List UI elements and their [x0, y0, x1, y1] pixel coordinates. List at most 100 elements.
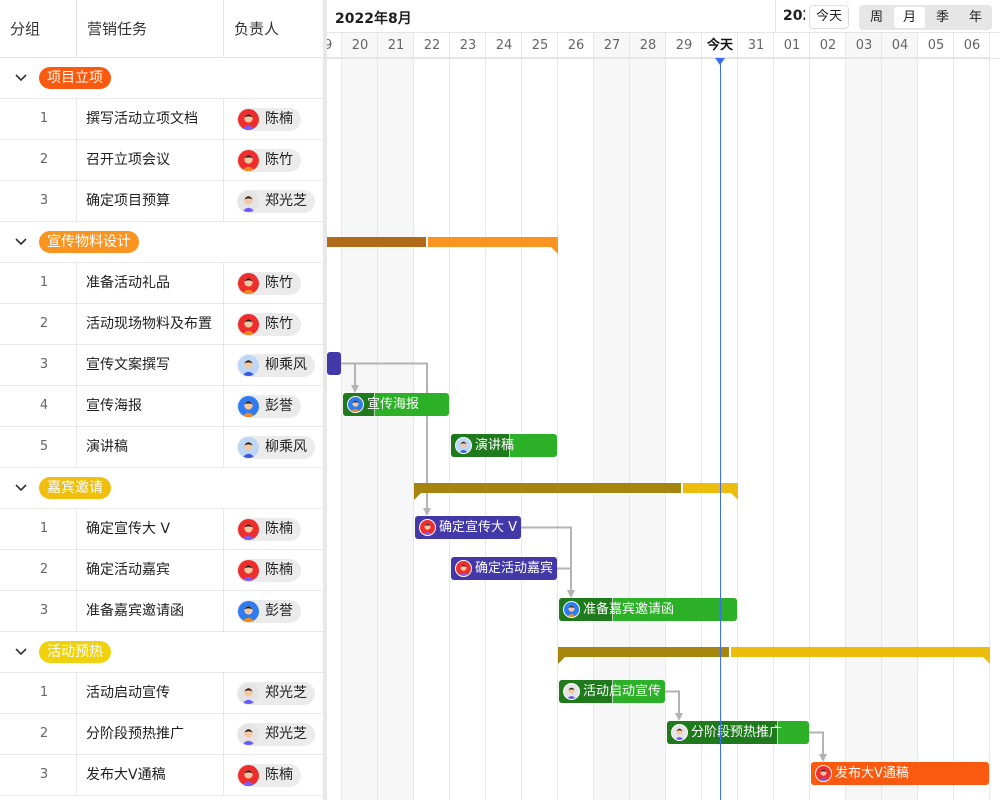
owner-chip[interactable]: 郑光芝 — [237, 682, 315, 705]
day-column — [522, 33, 558, 800]
today-line — [720, 58, 721, 800]
task-row[interactable]: 5 演讲稿 柳乘风 — [0, 427, 324, 468]
task-bar[interactable]: 分阶段预热推广 — [667, 721, 809, 744]
chevron-down-icon[interactable] — [14, 70, 28, 84]
task-name[interactable]: 活动现场物料及布置 — [77, 304, 224, 344]
task-name[interactable]: 确定活动嘉宾 — [77, 550, 224, 590]
task-row[interactable]: 1 准备活动礼品 陈竹 — [0, 263, 324, 304]
splitter-handle[interactable] — [323, 0, 327, 800]
day-label: 21 — [378, 33, 414, 58]
owner-chip[interactable]: 陈楠 — [237, 559, 301, 582]
avatar — [238, 150, 259, 171]
task-name[interactable]: 准备活动礼品 — [77, 263, 224, 303]
month-label: 2022年8月 — [335, 11, 412, 27]
task-row[interactable]: 2 分阶段预热推广 郑光芝 — [0, 714, 324, 755]
avatar — [455, 560, 472, 577]
arrowhead-icon — [351, 385, 359, 393]
task-name[interactable]: 确定项目预算 — [77, 181, 224, 221]
day-label: 03 — [846, 33, 882, 58]
owner-chip[interactable]: 郑光芝 — [237, 723, 315, 746]
group-summary-bar[interactable] — [558, 647, 990, 657]
task-name[interactable]: 召开立项会议 — [77, 140, 224, 180]
day-label: 02 — [810, 33, 846, 58]
group-row[interactable]: 活动预热 — [0, 632, 324, 673]
avatar — [238, 314, 259, 335]
summary-end-tick — [731, 493, 738, 500]
task-bar[interactable]: 确定活动嘉宾 — [451, 557, 557, 580]
task-number: 3 — [0, 591, 77, 631]
task-row[interactable]: 2 活动现场物料及布置 陈竹 — [0, 304, 324, 345]
task-bar[interactable]: 宣传海报 — [343, 393, 449, 416]
day-column — [630, 33, 666, 800]
task-row[interactable]: 2 确定活动嘉宾 陈楠 — [0, 550, 324, 591]
task-row[interactable]: 1 确定宣传大 V 陈楠 — [0, 509, 324, 550]
avatar — [347, 396, 364, 413]
owner-chip[interactable]: 陈竹 — [237, 272, 301, 295]
dependency-link — [557, 567, 572, 593]
group-row[interactable]: 嘉宾邀请 — [0, 468, 324, 509]
task-name[interactable]: 发布大V通稿 — [77, 755, 224, 795]
task-bar[interactable]: 演讲稿 — [451, 434, 557, 457]
dependency-link — [341, 362, 356, 388]
task-bar[interactable]: 发布大V通稿 — [811, 762, 989, 785]
task-row[interactable]: 1 活动启动宣传 郑光芝 — [0, 673, 324, 714]
owner-chip[interactable]: 郑光芝 — [237, 190, 315, 213]
owner-name: 郑光芝 — [265, 685, 307, 701]
today-button[interactable]: 今天 — [809, 5, 849, 29]
owner-chip[interactable]: 陈楠 — [237, 518, 301, 541]
view-月[interactable]: 月 — [894, 7, 925, 28]
task-name[interactable]: 确定宣传大 V — [77, 509, 224, 549]
task-name[interactable]: 宣传文案撰写 — [77, 345, 224, 385]
day-label: 24 — [486, 33, 522, 58]
timeline-header: 2022年8月 202 今天 周月季 年 — [327, 0, 1000, 33]
task-row[interactable]: 3 准备嘉宾邀请函 彭誉 — [0, 591, 324, 632]
arrowhead-icon — [675, 713, 683, 721]
owner-chip[interactable]: 陈竹 — [237, 313, 301, 336]
owner-chip[interactable]: 陈竹 — [237, 149, 301, 172]
task-row[interactable]: 3 发布大V通稿 陈楠 — [0, 755, 324, 796]
task-name[interactable]: 分阶段预热推广 — [77, 714, 224, 754]
task-bar[interactable]: 准备嘉宾邀请函 — [559, 598, 737, 621]
task-name[interactable]: 演讲稿 — [77, 427, 224, 467]
task-number: 3 — [0, 345, 77, 385]
owner-chip[interactable]: 彭誉 — [237, 600, 301, 623]
chevron-down-icon[interactable] — [14, 480, 28, 494]
owner-chip[interactable]: 彭誉 — [237, 395, 301, 418]
owner-chip[interactable]: 柳乘风 — [237, 354, 315, 377]
view-季[interactable]: 季 — [935, 10, 949, 25]
task-row[interactable]: 3 确定项目预算 郑光芝 — [0, 181, 324, 222]
owner-name: 郑光芝 — [265, 726, 307, 742]
avatar — [671, 724, 688, 741]
owner-cell: 陈楠 — [224, 509, 324, 549]
task-row[interactable]: 2 召开立项会议 陈竹 — [0, 140, 324, 181]
dependency-link — [341, 362, 428, 511]
task-name[interactable]: 活动启动宣传 — [77, 673, 224, 713]
view-周[interactable]: 周 — [869, 10, 883, 25]
day-label: 05 — [918, 33, 954, 58]
chevron-down-icon[interactable] — [14, 644, 28, 658]
avatar — [238, 191, 259, 212]
group-row[interactable]: 项目立项 — [0, 58, 324, 99]
task-row[interactable]: 3 宣传文案撰写 柳乘风 — [0, 345, 324, 386]
task-bar[interactable] — [327, 352, 341, 375]
owner-chip[interactable]: 陈楠 — [237, 108, 301, 131]
task-name[interactable]: 准备嘉宾邀请函 — [77, 591, 224, 631]
group-row[interactable]: 宣传物料设计 — [0, 222, 324, 263]
task-row[interactable]: 4 宣传海报 彭誉 — [0, 386, 324, 427]
group-summary-bar[interactable] — [327, 237, 558, 247]
group-summary-bar[interactable] — [414, 483, 738, 493]
task-name[interactable]: 撰写活动立项文档 — [77, 99, 224, 139]
task-bar-label: 确定宣传大 V — [439, 520, 518, 535]
task-row[interactable]: 1 撰写活动立项文档 陈楠 — [0, 99, 324, 140]
view-年[interactable]: 年 — [968, 10, 982, 25]
owner-chip[interactable]: 陈楠 — [237, 764, 301, 787]
task-name[interactable]: 宣传海报 — [77, 386, 224, 426]
task-number: 1 — [0, 263, 77, 303]
task-bar[interactable]: 确定宣传大 V — [415, 516, 521, 539]
task-bar[interactable]: 活动启动宣传 — [559, 680, 665, 703]
chevron-down-icon[interactable] — [14, 234, 28, 248]
day-label: 01 — [774, 33, 810, 58]
owner-chip[interactable]: 柳乘风 — [237, 436, 315, 459]
owner-cell: 郑光芝 — [224, 673, 324, 713]
avatar — [238, 519, 259, 540]
